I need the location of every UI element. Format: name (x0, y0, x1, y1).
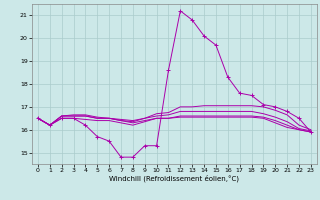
X-axis label: Windchill (Refroidissement éolien,°C): Windchill (Refroidissement éolien,°C) (109, 175, 239, 182)
